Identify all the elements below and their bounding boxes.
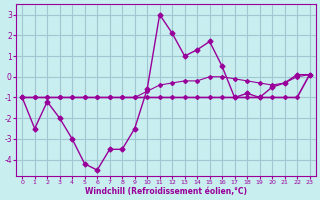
X-axis label: Windchill (Refroidissement éolien,°C): Windchill (Refroidissement éolien,°C) bbox=[85, 187, 247, 196]
